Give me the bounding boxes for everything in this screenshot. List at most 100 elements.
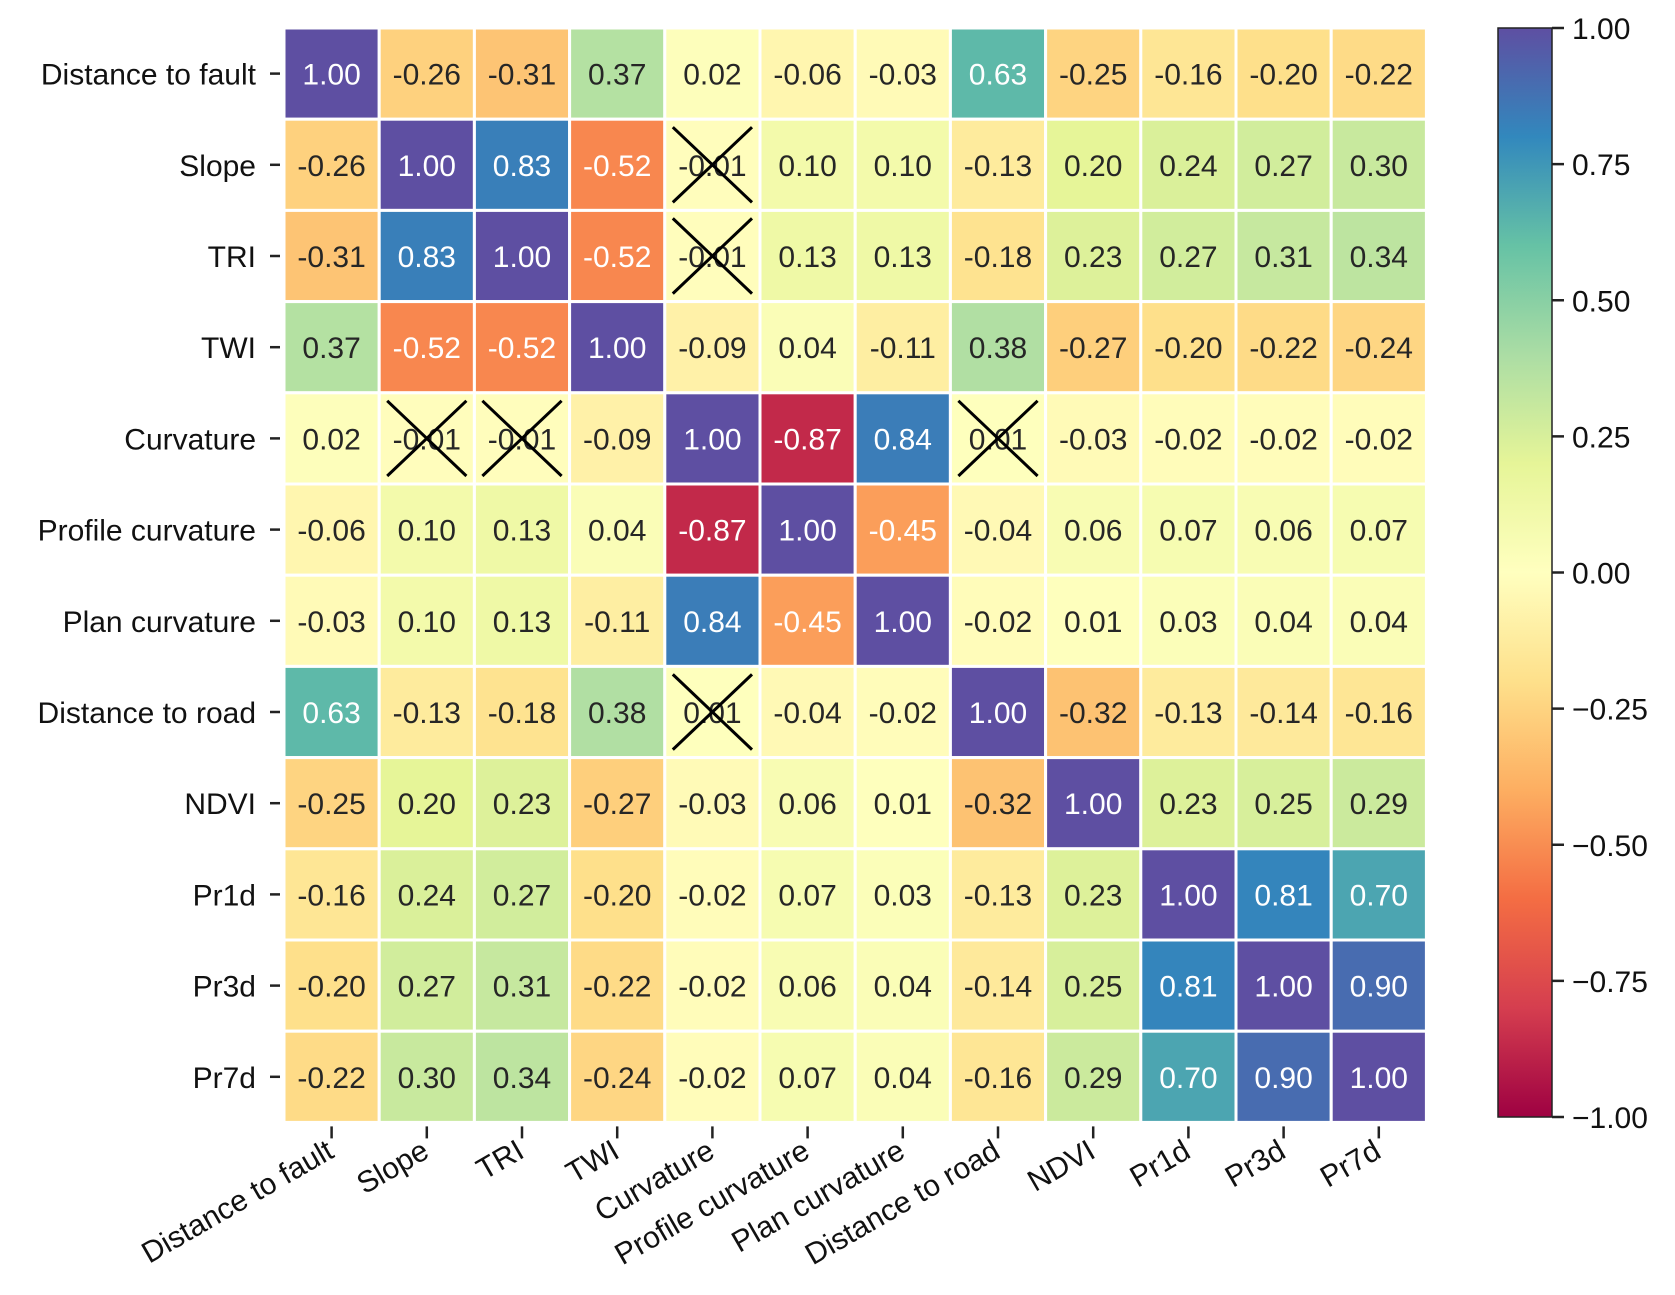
heatmap-cell [1329,573,1428,668]
cell-value-label: 0.20 [1064,150,1122,183]
heatmap-cell [1139,391,1238,486]
heatmap-cell [282,664,381,760]
cell-value-label: 0.84 [683,606,741,639]
heatmap-cell [853,117,952,212]
cell-value-label: -0.52 [583,150,651,183]
cell-value-label: 0.10 [398,606,456,639]
cell-value-label: 0.04 [874,971,932,1004]
cell-value-label: 1.00 [302,59,360,92]
heatmap-cell [377,482,476,577]
cell-value-label: 0.83 [398,241,456,274]
cell-value-label: -0.27 [583,788,651,821]
heatmap-cell [1329,391,1428,486]
y-tick-label: Pr3d [193,971,256,1004]
cell-value-label: 1.00 [1254,971,1312,1004]
cell-value-label: 0.25 [1254,788,1312,821]
heatmap-cell [663,938,762,1033]
cell-value-label: 0.03 [1159,606,1217,639]
cell-value-label: 1.00 [1159,879,1217,912]
x-tick-label: NDVI [1022,1134,1101,1198]
heatmap-cell [472,573,572,668]
cell-value-label: -0.02 [678,971,746,1004]
cell-value-label: -0.27 [1059,332,1127,365]
y-tick-label: Pr1d [193,879,256,912]
cell-value-label: -0.02 [1249,423,1317,456]
heatmap-cell [1044,117,1143,212]
cell-value-label: 0.30 [398,1062,456,1095]
cell-value-label: 0.83 [493,150,551,183]
x-tick-label: TRI [471,1134,529,1187]
y-tick-label: Slope [179,150,256,183]
cross-mark [386,399,468,478]
cell-value-label: -0.03 [297,606,365,639]
cell-value-label: 0.04 [1254,606,1312,639]
cell-value-label: -0.14 [1249,697,1317,730]
cell-value-label: 0.02 [302,423,360,456]
cell-value-label: 0.34 [1350,241,1408,274]
heatmap-cell [853,391,952,486]
cell-value-label: 1.00 [1064,788,1122,821]
cell-value-label: -0.32 [1059,697,1127,730]
cell-value-label: -0.13 [393,697,461,730]
heatmap-cell [758,300,857,395]
cell-value-label: -0.02 [1154,423,1222,456]
x-tick-label: Distance to fault [136,1134,339,1270]
cell-value-label: -0.04 [964,515,1032,548]
cell-value-label: 0.01 [1064,606,1122,639]
cell-value-label: 0.06 [1064,515,1122,548]
cell-value-label: -0.02 [678,1062,746,1095]
cell-value-label: 0.13 [778,241,836,274]
cross-mark [481,399,563,478]
cell-value-label: -0.22 [583,971,651,1004]
heatmap-cell [1234,117,1333,212]
cell-value-label: 0.04 [1350,606,1408,639]
heatmap-cell [948,938,1048,1033]
cross-mark [957,399,1039,478]
colorbar-tick-label: 1.00 [1572,13,1630,46]
cell-value-label: 0.37 [588,59,646,92]
heatmap-cell [1329,1029,1428,1124]
cell-value-label: -0.02 [678,879,746,912]
heatmap-cell [1044,664,1143,760]
cell-value-label: -0.16 [297,879,365,912]
cell-value-label: -0.22 [1345,59,1413,92]
cell-value-label: 0.29 [1350,788,1408,821]
y-tick-label: Plan curvature [63,606,256,639]
cell-value-label: -0.45 [773,606,841,639]
cell-value-label: -0.52 [393,332,461,365]
cell-value-label: -0.24 [1345,332,1413,365]
cell-value-label: 0.23 [1159,788,1217,821]
cell-value-label: -0.22 [1249,332,1317,365]
cell-value-label: 0.84 [874,423,932,456]
cell-value-label: -0.16 [964,1062,1032,1095]
cell-value-label: 0.07 [1350,515,1408,548]
heatmap-cell [1234,938,1333,1033]
heatmap-cell [948,26,1048,121]
cell-value-label: 0.07 [778,879,836,912]
colorbar: 1.00 0.75 0.50 0.25 0.00 −0.25 −0.50 −0.75 −1.00 [1497,13,1648,1135]
heatmap-cell [1139,26,1238,121]
cross-mark [671,673,754,751]
heatmap-cell [568,847,667,942]
cell-value-label: 0.70 [1159,1062,1217,1095]
colorbar-gradient [1497,27,1553,1118]
heatmap-cell [282,391,381,486]
heatmap-cell [758,1029,857,1124]
cell-value-label: 0.27 [1254,150,1312,183]
cell-value-label: -0.22 [297,1062,365,1095]
cell-value-label: -0.11 [584,606,650,639]
cell-value-label: 0.24 [1159,150,1217,183]
heatmap-cell [568,117,667,212]
heatmap-cell [472,847,572,942]
cell-value-label: 0.25 [1064,971,1122,1004]
cell-value-label: 0.81 [1254,879,1312,912]
heatmap-cell [663,300,762,395]
cell-value-label: 0.06 [778,788,836,821]
heatmap-cell [948,482,1048,577]
cell-value-label: 0.29 [1064,1062,1122,1095]
heatmap-cell [758,847,857,942]
colorbar-tick-label: −1.00 [1572,1102,1648,1135]
cell-value-label: -0.31 [488,59,556,92]
heatmap-cell [1234,1029,1333,1124]
heatmap-cell [282,208,381,304]
